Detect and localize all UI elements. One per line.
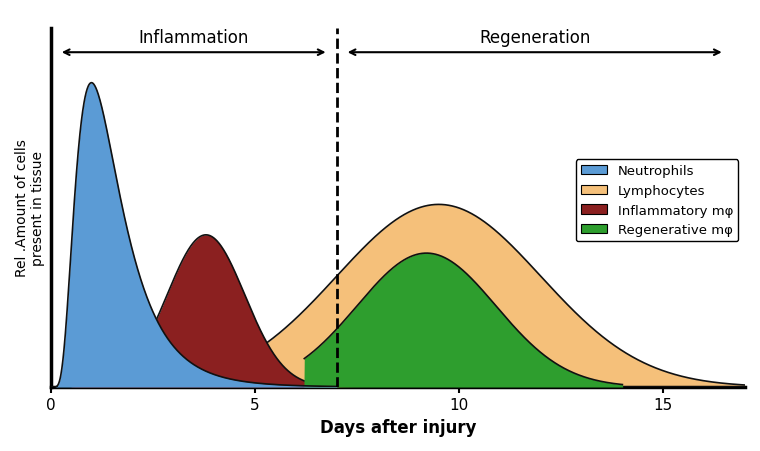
Y-axis label: Rel .Amount of cells
present in tissue: Rel .Amount of cells present in tissue [15,139,45,277]
X-axis label: Days after injury: Days after injury [320,418,476,436]
Text: Regeneration: Regeneration [479,29,591,47]
Text: Inflammation: Inflammation [138,29,249,47]
Legend: Neutrophils, Lymphocytes, Inflammatory mφ, Regenerative mφ: Neutrophils, Lymphocytes, Inflammatory m… [575,160,739,242]
